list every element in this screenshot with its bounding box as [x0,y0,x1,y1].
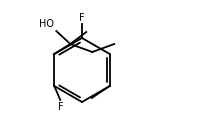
Text: F: F [58,102,64,112]
Text: F: F [79,13,85,23]
Text: HO: HO [39,19,54,29]
